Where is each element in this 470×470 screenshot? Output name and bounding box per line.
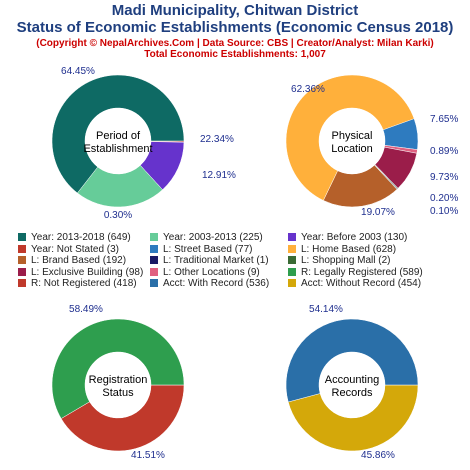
- donut-hole: [319, 108, 385, 174]
- page-subtitle: Status of Economic Establishments (Econo…: [16, 19, 454, 36]
- legend-item: Year: 2003-2013 (225): [150, 232, 263, 244]
- legend-label: L: Other Locations (9): [163, 266, 260, 278]
- donut-center-label: Registration: [89, 374, 148, 386]
- donut-hole: [319, 352, 385, 418]
- slice-percent-label: 19.07%: [361, 207, 395, 218]
- legend-item: L: Brand Based (192): [18, 255, 126, 267]
- legend-item: L: Shopping Mall (2): [288, 255, 391, 267]
- legend-swatch: [288, 279, 296, 288]
- legend-swatch: [288, 256, 296, 265]
- legend-item: L: Street Based (77): [150, 244, 253, 256]
- donut-center-label: Physical: [332, 130, 373, 142]
- legend-swatch: [150, 244, 158, 253]
- legend-swatch: [150, 267, 158, 276]
- donut-hole: [85, 352, 151, 418]
- donut-center-label: Location: [331, 143, 373, 155]
- legend-label: Acct: With Record (536): [163, 278, 270, 290]
- legend-label: L: Exclusive Building (98): [31, 266, 144, 278]
- legend-swatch: [150, 233, 158, 241]
- legend-swatch: [288, 267, 296, 276]
- legend-swatch: [150, 256, 158, 265]
- legend-swatch: [150, 279, 158, 288]
- slice-percent-label: 0.20%: [430, 193, 458, 204]
- legend-item: Year: 2013-2018 (649): [18, 232, 131, 244]
- legend-swatch: [18, 256, 26, 265]
- legend-swatch: [288, 244, 296, 253]
- slice-percent-label: 7.65%: [430, 114, 458, 125]
- copyright-line: (Copyright © NepalArchives.Com | Data So…: [36, 38, 434, 49]
- donut-center-label: Establishment: [83, 143, 152, 155]
- legend-swatch: [18, 233, 26, 241]
- slice-percent-label: 22.34%: [200, 134, 234, 145]
- donut-center-label: Accounting: [325, 374, 379, 386]
- legend-label: L: Home Based (628): [301, 243, 397, 255]
- slice-percent-label: 62.36%: [291, 84, 325, 95]
- donut-center-label: Period of: [96, 130, 141, 142]
- legend-item: L: Other Locations (9): [150, 267, 260, 279]
- slice-percent-label: 58.49%: [69, 304, 103, 315]
- legend-item: Acct: With Record (536): [150, 278, 269, 290]
- legend-item: L: Traditional Market (1): [150, 255, 269, 267]
- slice-percent-label: 0.10%: [430, 206, 458, 217]
- donut-center-label: Status: [102, 387, 134, 399]
- total-line: Total Economic Establishments: 1,007: [144, 49, 326, 60]
- legend-label: Year: 2003-2013 (225): [163, 232, 263, 243]
- legend-item: Acct: Without Record (454): [288, 278, 421, 290]
- donut-hole: [85, 108, 151, 174]
- legend-label: Acct: Without Record (454): [301, 278, 422, 290]
- legend-item: Year: Before 2003 (130): [288, 232, 407, 244]
- slice-percent-label: 64.45%: [61, 66, 95, 77]
- slice-percent-label: 41.51%: [131, 450, 165, 461]
- legend-swatch: [18, 267, 26, 276]
- legend-item: R: Legally Registered (589): [288, 267, 423, 279]
- legend-label: R: Not Registered (418): [31, 278, 137, 290]
- slice-percent-label: 9.73%: [430, 172, 458, 183]
- legend-label: L: Shopping Mall (2): [301, 255, 391, 267]
- slice-percent-label: 54.14%: [309, 304, 343, 315]
- legend-swatch: [288, 233, 296, 241]
- legend-item: R: Not Registered (418): [18, 278, 137, 290]
- legend-item: L: Home Based (628): [288, 244, 396, 256]
- legend-label: Year: 2013-2018 (649): [31, 232, 131, 243]
- legend-label: Year: Not Stated (3): [31, 243, 120, 255]
- page-title: Madi Municipality, Chitwan District: [111, 2, 359, 19]
- donut-center-label: Records: [332, 387, 373, 399]
- legend-label: R: Legally Registered (589): [301, 266, 423, 278]
- legend-item: Year: Not Stated (3): [18, 244, 119, 256]
- legend-label: L: Street Based (77): [163, 243, 253, 255]
- slice-percent-label: 0.30%: [104, 210, 132, 221]
- slice-percent-label: 12.91%: [202, 170, 236, 181]
- legend-swatch: [18, 244, 26, 253]
- legend-label: L: Traditional Market (1): [163, 255, 269, 267]
- legend-item: L: Exclusive Building (98): [18, 267, 143, 279]
- slice-percent-label: 45.86%: [361, 450, 395, 461]
- legend-label: L: Brand Based (192): [31, 255, 127, 267]
- legend-label: Year: Before 2003 (130): [301, 232, 408, 243]
- legend-swatch: [18, 279, 26, 288]
- slice-percent-label: 0.89%: [430, 146, 458, 157]
